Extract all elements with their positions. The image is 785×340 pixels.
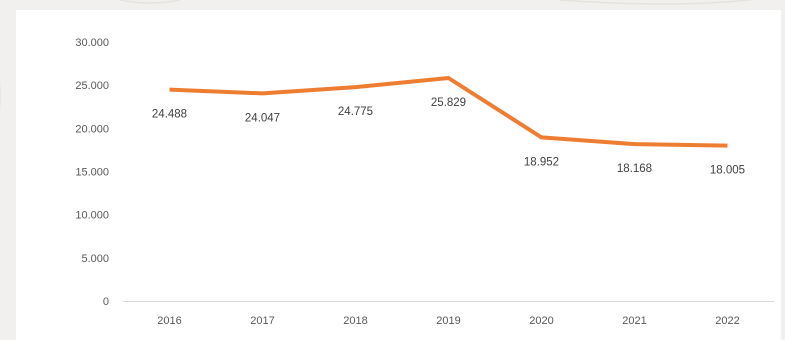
x-tick-label: 2018 (343, 315, 367, 327)
y-tick-label: 30.000 (75, 37, 109, 49)
x-axis-tick-labels: 2016 2017 2018 2019 2020 2021 2022 (157, 315, 739, 327)
series-line (169, 76, 728, 148)
x-tick-label: 2016 (157, 315, 181, 327)
x-tick-label: 2020 (529, 315, 553, 327)
data-labels: 24.488 24.047 24.775 25.829 18.952 18.168 18.0… (152, 97, 745, 177)
x-tick-label: 2017 (250, 315, 274, 327)
chart-area: 0 5.000 10.000 15.000 20.000 25.000 30.000 201… (16, 10, 781, 340)
y-tick-label: 10.000 (75, 210, 109, 222)
data-label: 24.775 (338, 106, 373, 118)
data-label: 18.952 (524, 156, 559, 168)
data-label: 24.488 (152, 109, 187, 121)
y-tick-label: 20.000 (75, 123, 109, 135)
data-label: 24.047 (245, 112, 280, 124)
y-tick-label: 5.000 (81, 253, 109, 265)
data-label: 25.829 (431, 97, 466, 109)
x-tick-label: 2021 (622, 315, 646, 327)
y-tick-label: 0 (103, 296, 109, 308)
y-tick-label: 25.000 (75, 80, 109, 92)
y-axis-tick-labels: 0 5.000 10.000 15.000 20.000 25.000 30.000 (75, 37, 109, 308)
data-label: 18.005 (710, 165, 745, 177)
y-tick-label: 15.000 (75, 167, 109, 179)
data-label: 18.168 (617, 163, 652, 175)
line-chart: 0 5.000 10.000 15.000 20.000 25.000 30.000 201… (75, 37, 774, 327)
x-tick-label: 2022 (715, 315, 739, 327)
x-tick-label: 2019 (436, 315, 460, 327)
